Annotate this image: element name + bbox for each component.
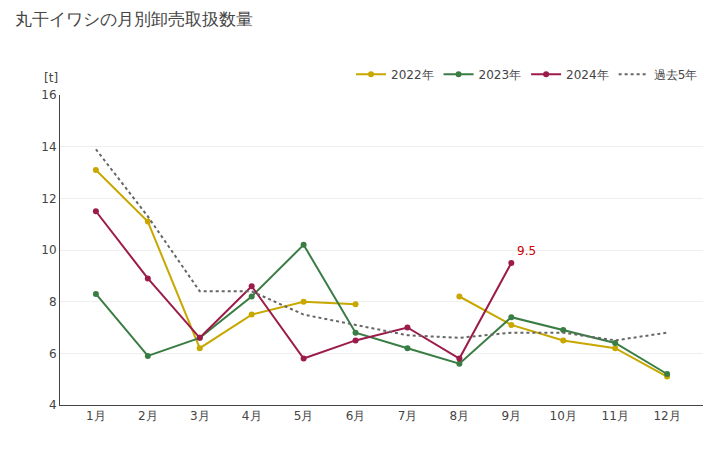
svg-text:9月: 9月 — [501, 409, 521, 423]
svg-text:6: 6 — [49, 347, 57, 361]
svg-text:5月: 5月 — [294, 409, 314, 423]
svg-text:11月: 11月 — [602, 409, 629, 423]
svg-text:4月: 4月 — [242, 409, 262, 423]
svg-text:12: 12 — [41, 192, 56, 206]
svg-text:10: 10 — [41, 243, 56, 257]
svg-text:7月: 7月 — [398, 409, 418, 423]
svg-text:丸干イワシの月別卸売取扱数量: 丸干イワシの月別卸売取扱数量 — [15, 9, 253, 29]
svg-text:2024年: 2024年 — [566, 68, 609, 82]
svg-text:10月: 10月 — [550, 409, 577, 423]
svg-text:6月: 6月 — [346, 409, 366, 423]
svg-text:12月: 12月 — [653, 409, 680, 423]
svg-text:8: 8 — [49, 295, 57, 309]
svg-text:4: 4 — [49, 398, 57, 412]
svg-text:[t]: [t] — [44, 71, 58, 85]
svg-text:2023年: 2023年 — [479, 68, 522, 82]
svg-text:過去5年: 過去5年 — [654, 68, 698, 82]
svg-text:14: 14 — [41, 140, 56, 154]
svg-text:9.5: 9.5 — [517, 244, 536, 258]
svg-text:2月: 2月 — [138, 409, 158, 423]
svg-text:3月: 3月 — [190, 409, 210, 423]
svg-text:2022年: 2022年 — [391, 68, 434, 82]
svg-text:1月: 1月 — [86, 409, 106, 423]
svg-text:16: 16 — [41, 88, 56, 102]
svg-text:8月: 8月 — [450, 409, 470, 423]
